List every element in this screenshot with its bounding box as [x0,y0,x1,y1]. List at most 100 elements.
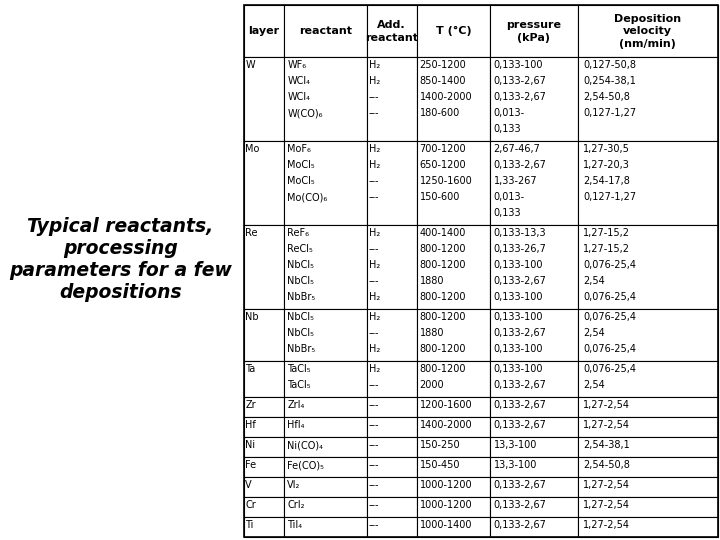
Text: 0,076-25,4: 0,076-25,4 [583,260,636,270]
Text: ---: --- [369,176,379,186]
Text: 2,54: 2,54 [583,380,605,390]
Bar [417,477,490,497]
Bar [577,141,718,225]
Text: Mo: Mo [246,144,260,154]
Text: ---: --- [369,244,379,254]
Text: H₂: H₂ [369,228,380,238]
Text: 0,133-2,67: 0,133-2,67 [494,480,546,490]
Bar [366,497,417,517]
Bar [366,361,417,397]
Bar [366,141,417,225]
Text: 0,133-100: 0,133-100 [494,344,543,354]
Text: Ni(CO)₄: Ni(CO)₄ [287,440,323,450]
Bar [490,309,577,361]
Bar [490,497,577,517]
Text: Re: Re [246,228,258,238]
Text: NbBr₅: NbBr₅ [287,344,315,354]
Text: 700-1200: 700-1200 [420,144,466,154]
Text: NbCl₅: NbCl₅ [287,260,314,270]
Text: 0,133-26,7: 0,133-26,7 [494,244,546,254]
Bar [243,437,284,457]
Text: Cr: Cr [246,500,256,510]
Text: ---: --- [369,460,379,470]
Text: 2,54-50,8: 2,54-50,8 [583,460,630,470]
Text: 1,27-2,54: 1,27-2,54 [583,400,631,410]
Text: Zr: Zr [246,400,256,410]
Text: 0,133: 0,133 [494,124,521,134]
Text: Ti: Ti [246,520,253,530]
Text: 250-1200: 250-1200 [420,60,467,70]
Bar [577,437,718,457]
Text: W(CO)₆: W(CO)₆ [287,108,323,118]
Bar [284,457,366,477]
Text: 1400-2000: 1400-2000 [420,420,472,430]
Text: 1,27-20,3: 1,27-20,3 [583,160,630,170]
Text: 1200-1600: 1200-1600 [420,400,472,410]
Bar [243,517,284,537]
Text: 0,133-13,3: 0,133-13,3 [494,228,546,238]
Text: 1,27-2,54: 1,27-2,54 [583,520,631,530]
Text: V: V [246,480,252,490]
Text: 1,27-15,2: 1,27-15,2 [583,244,631,254]
Bar [284,225,366,309]
Bar [577,517,718,537]
Text: 150-450: 150-450 [420,460,460,470]
Bar [284,397,366,417]
Text: 0,076-25,4: 0,076-25,4 [583,344,636,354]
Text: 13,3-100: 13,3-100 [494,440,537,450]
Text: Nb: Nb [246,312,258,322]
Text: TiI₄: TiI₄ [287,520,302,530]
Bar [243,57,284,141]
Bar [284,437,366,457]
Bar [243,225,284,309]
Bar [577,309,718,361]
Bar [243,309,284,361]
Bar [417,437,490,457]
Bar [366,57,417,141]
Bar [366,517,417,537]
Bar [284,309,366,361]
Text: NbCl₅: NbCl₅ [287,312,314,322]
Bar [417,361,490,397]
Text: 1,27-2,54: 1,27-2,54 [583,500,631,510]
Text: 800-1200: 800-1200 [420,364,466,374]
Text: ---: --- [369,108,379,118]
Text: Ni: Ni [246,440,256,450]
Text: 850-1400: 850-1400 [420,76,466,86]
Text: 1,27-15,2: 1,27-15,2 [583,228,631,238]
Text: ReCl₅: ReCl₅ [287,244,313,254]
Text: 0,127-50,8: 0,127-50,8 [583,60,636,70]
Bar [577,477,718,497]
Text: 800-1200: 800-1200 [420,244,466,254]
Text: TaCl₅: TaCl₅ [287,364,311,374]
Text: 0,133-100: 0,133-100 [494,60,543,70]
Bar [366,417,417,437]
Text: Typical reactants,
processing
parameters for a few
depositions: Typical reactants, processing parameters… [9,217,232,302]
Text: H₂: H₂ [369,76,380,86]
Text: 2,67-46,7: 2,67-46,7 [494,144,541,154]
Bar [417,225,490,309]
Bar [284,517,366,537]
Text: 0,133-2,67: 0,133-2,67 [494,276,546,286]
Text: 1,27-30,5: 1,27-30,5 [583,144,630,154]
Text: 2,54-38,1: 2,54-38,1 [583,440,630,450]
Bar [417,417,490,437]
Text: Fe: Fe [246,460,256,470]
Text: 0,133: 0,133 [494,208,521,218]
Text: 0,254-38,1: 0,254-38,1 [583,76,636,86]
Bar [490,517,577,537]
Text: 1400-2000: 1400-2000 [420,92,472,102]
Text: 180-600: 180-600 [420,108,460,118]
Text: ---: --- [369,192,379,202]
Text: ---: --- [369,520,379,530]
Text: HfI₄: HfI₄ [287,420,305,430]
Bar [490,417,577,437]
Text: H₂: H₂ [369,60,380,70]
Bar [284,361,366,397]
Text: H₂: H₂ [369,144,380,154]
Text: ---: --- [369,500,379,510]
Text: 800-1200: 800-1200 [420,260,466,270]
Bar [490,457,577,477]
Text: 2,54-17,8: 2,54-17,8 [583,176,630,186]
Text: 800-1200: 800-1200 [420,312,466,322]
